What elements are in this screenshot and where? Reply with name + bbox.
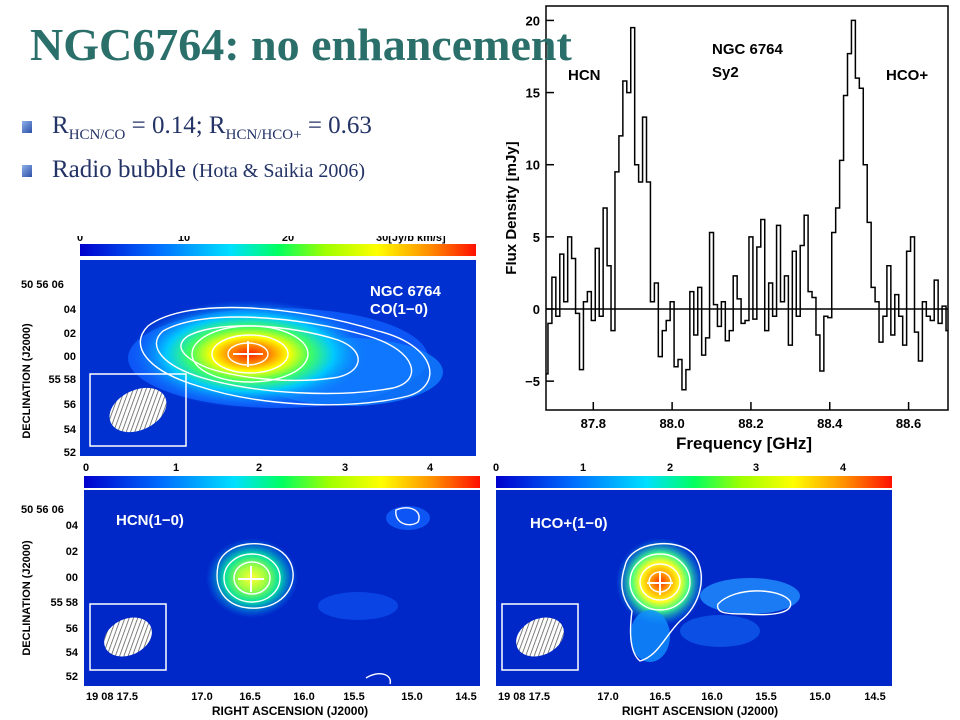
dec-tick: 50 56 06 xyxy=(21,279,64,291)
ratio-text: RHCN/CO = 0.14; RHCN/HCO+ = 0.63 xyxy=(52,112,372,143)
hcop-line-label: HCO+(1−0) xyxy=(530,515,608,532)
co-beam-ellipse xyxy=(109,387,167,433)
x-tick-label: 88.2 xyxy=(738,416,763,431)
co-scale-tick: 30[Jy/b km/s] xyxy=(376,236,446,244)
dec-tick: 56 xyxy=(66,623,78,635)
co-map: 0 10 20 30[Jy/b km/s] NGC 6764 CO(1−0) 5… xyxy=(21,236,476,459)
dec-axis-label: DECLINATION (J2000) xyxy=(21,323,33,439)
co-scale-tick: 20 xyxy=(282,236,294,244)
spectrum-line xyxy=(546,19,948,391)
hcop-beam-box xyxy=(501,603,579,671)
y-tick-label: 5 xyxy=(533,230,540,245)
dec-tick: 00 xyxy=(64,351,76,363)
co-scale-tick: 10 xyxy=(178,236,190,244)
galaxy-label: NGC 6764 xyxy=(712,41,784,58)
co-scale-tick: 0 xyxy=(77,236,83,244)
ra-tick: 15.5 xyxy=(755,691,776,703)
dec-tick: 00 xyxy=(66,572,78,584)
ra-tick: 14.5 xyxy=(455,691,476,703)
hcop-scale-tick: 1 xyxy=(580,462,586,474)
hcn-beam-box xyxy=(89,603,167,671)
ra-axis-label: RIGHT ASCENSION (J2000) xyxy=(212,704,368,718)
dec-tick: 04 xyxy=(64,304,77,316)
y-tick-label: −5 xyxy=(525,374,540,389)
ra-tick: 17.0 xyxy=(597,691,618,703)
co-line-label: CO(1−0) xyxy=(370,301,428,318)
hcn-line-label: HCN(1−0) xyxy=(116,512,184,529)
dec-tick: 52 xyxy=(66,671,78,683)
hcop-scale-tick: 2 xyxy=(667,462,673,474)
hcn-scale-tick: 2 xyxy=(256,462,262,474)
co-contours xyxy=(139,306,431,406)
ra-tick: 19 08 17.5 xyxy=(498,691,550,703)
bullet-square-icon xyxy=(22,121,32,133)
dec-tick: 55 58 xyxy=(50,597,78,609)
ra-tick: 15.0 xyxy=(401,691,422,703)
dec-tick: 56 xyxy=(64,399,76,411)
hcn-scale-tick: 4 xyxy=(427,462,434,474)
x-tick-label: 88.0 xyxy=(659,416,684,431)
hcop-contours xyxy=(621,543,792,662)
y-tick-label: 10 xyxy=(526,158,540,173)
co-galaxy-label: NGC 6764 xyxy=(370,283,442,300)
dec-tick: 54 xyxy=(64,424,77,436)
ra-tick: 16.5 xyxy=(649,691,670,703)
ra-axis-label: RIGHT ASCENSION (J2000) xyxy=(622,704,778,718)
hcn-scale-tick: 3 xyxy=(342,462,348,474)
dec-tick: 04 xyxy=(66,520,79,532)
ra-tick: 17.0 xyxy=(191,691,212,703)
y-tick-label: 0 xyxy=(533,302,540,317)
hcop-color-scale xyxy=(496,476,892,488)
dec-tick: 55 58 xyxy=(48,374,76,386)
dec-tick: 54 xyxy=(66,647,79,659)
y-tick-label: 15 xyxy=(526,86,540,101)
ra-tick: 16.0 xyxy=(293,691,314,703)
bullet-square-icon xyxy=(22,165,32,177)
ra-tick: 16.0 xyxy=(701,691,722,703)
ra-tick: 16.5 xyxy=(239,691,260,703)
hcop-scale-tick: 4 xyxy=(840,462,847,474)
hcn-line-label: HCN xyxy=(568,67,601,84)
ra-tick: 19 08 17.5 xyxy=(86,691,138,703)
ra-tick: 14.5 xyxy=(864,691,885,703)
hcop-scale-tick: 0 xyxy=(493,462,499,474)
type-label: Sy2 xyxy=(712,64,739,81)
x-axis-label: Frequency [GHz] xyxy=(676,434,812,453)
hcn-scale-tick: 1 xyxy=(173,462,179,474)
hcop-map: 0 1 2 3 4 HCO+(1−0) 19 08 17.5 17.0 16.5… xyxy=(493,462,892,718)
y-axis-label: Flux Density [mJy] xyxy=(506,141,520,274)
hcn-map: 0 1 2 3 4 HCN(1−0) 50 56 06 04 02 00 55 … xyxy=(21,462,480,718)
bubble-text: Radio bubble (Hota & Saikia 2006) xyxy=(52,156,366,183)
x-tick-label: 88.6 xyxy=(896,416,921,431)
dec-tick: 02 xyxy=(66,546,78,558)
co-beam-box xyxy=(89,373,187,447)
ra-tick: 15.5 xyxy=(343,691,364,703)
hcn-contours xyxy=(216,507,420,685)
hcop-beam-ellipse xyxy=(516,617,564,657)
x-tick-label: 87.8 xyxy=(581,416,606,431)
dec-tick: 02 xyxy=(64,328,76,340)
dec-tick: 50 56 06 xyxy=(21,504,64,516)
hcop-scale-tick: 3 xyxy=(753,462,759,474)
ra-tick: 15.0 xyxy=(809,691,830,703)
co-color-scale xyxy=(80,244,476,256)
hcn-beam-ellipse xyxy=(104,617,152,657)
y-tick-label: 20 xyxy=(526,13,540,28)
dec-axis-label: DECLINATION (J2000) xyxy=(21,540,33,656)
hcop-line-label: HCO+ xyxy=(886,67,928,84)
x-tick-label: 88.4 xyxy=(817,416,843,431)
hcn-color-scale xyxy=(84,476,480,488)
dec-tick: 52 xyxy=(64,447,76,459)
spectrum-ticks: 87.8 88.0 88.2 88.4 88.6 20 15 10 5 0 −5 xyxy=(525,13,921,431)
hcn-scale-tick: 0 xyxy=(83,462,89,474)
slide-title: NGC6764: no enhancement xyxy=(30,19,572,70)
